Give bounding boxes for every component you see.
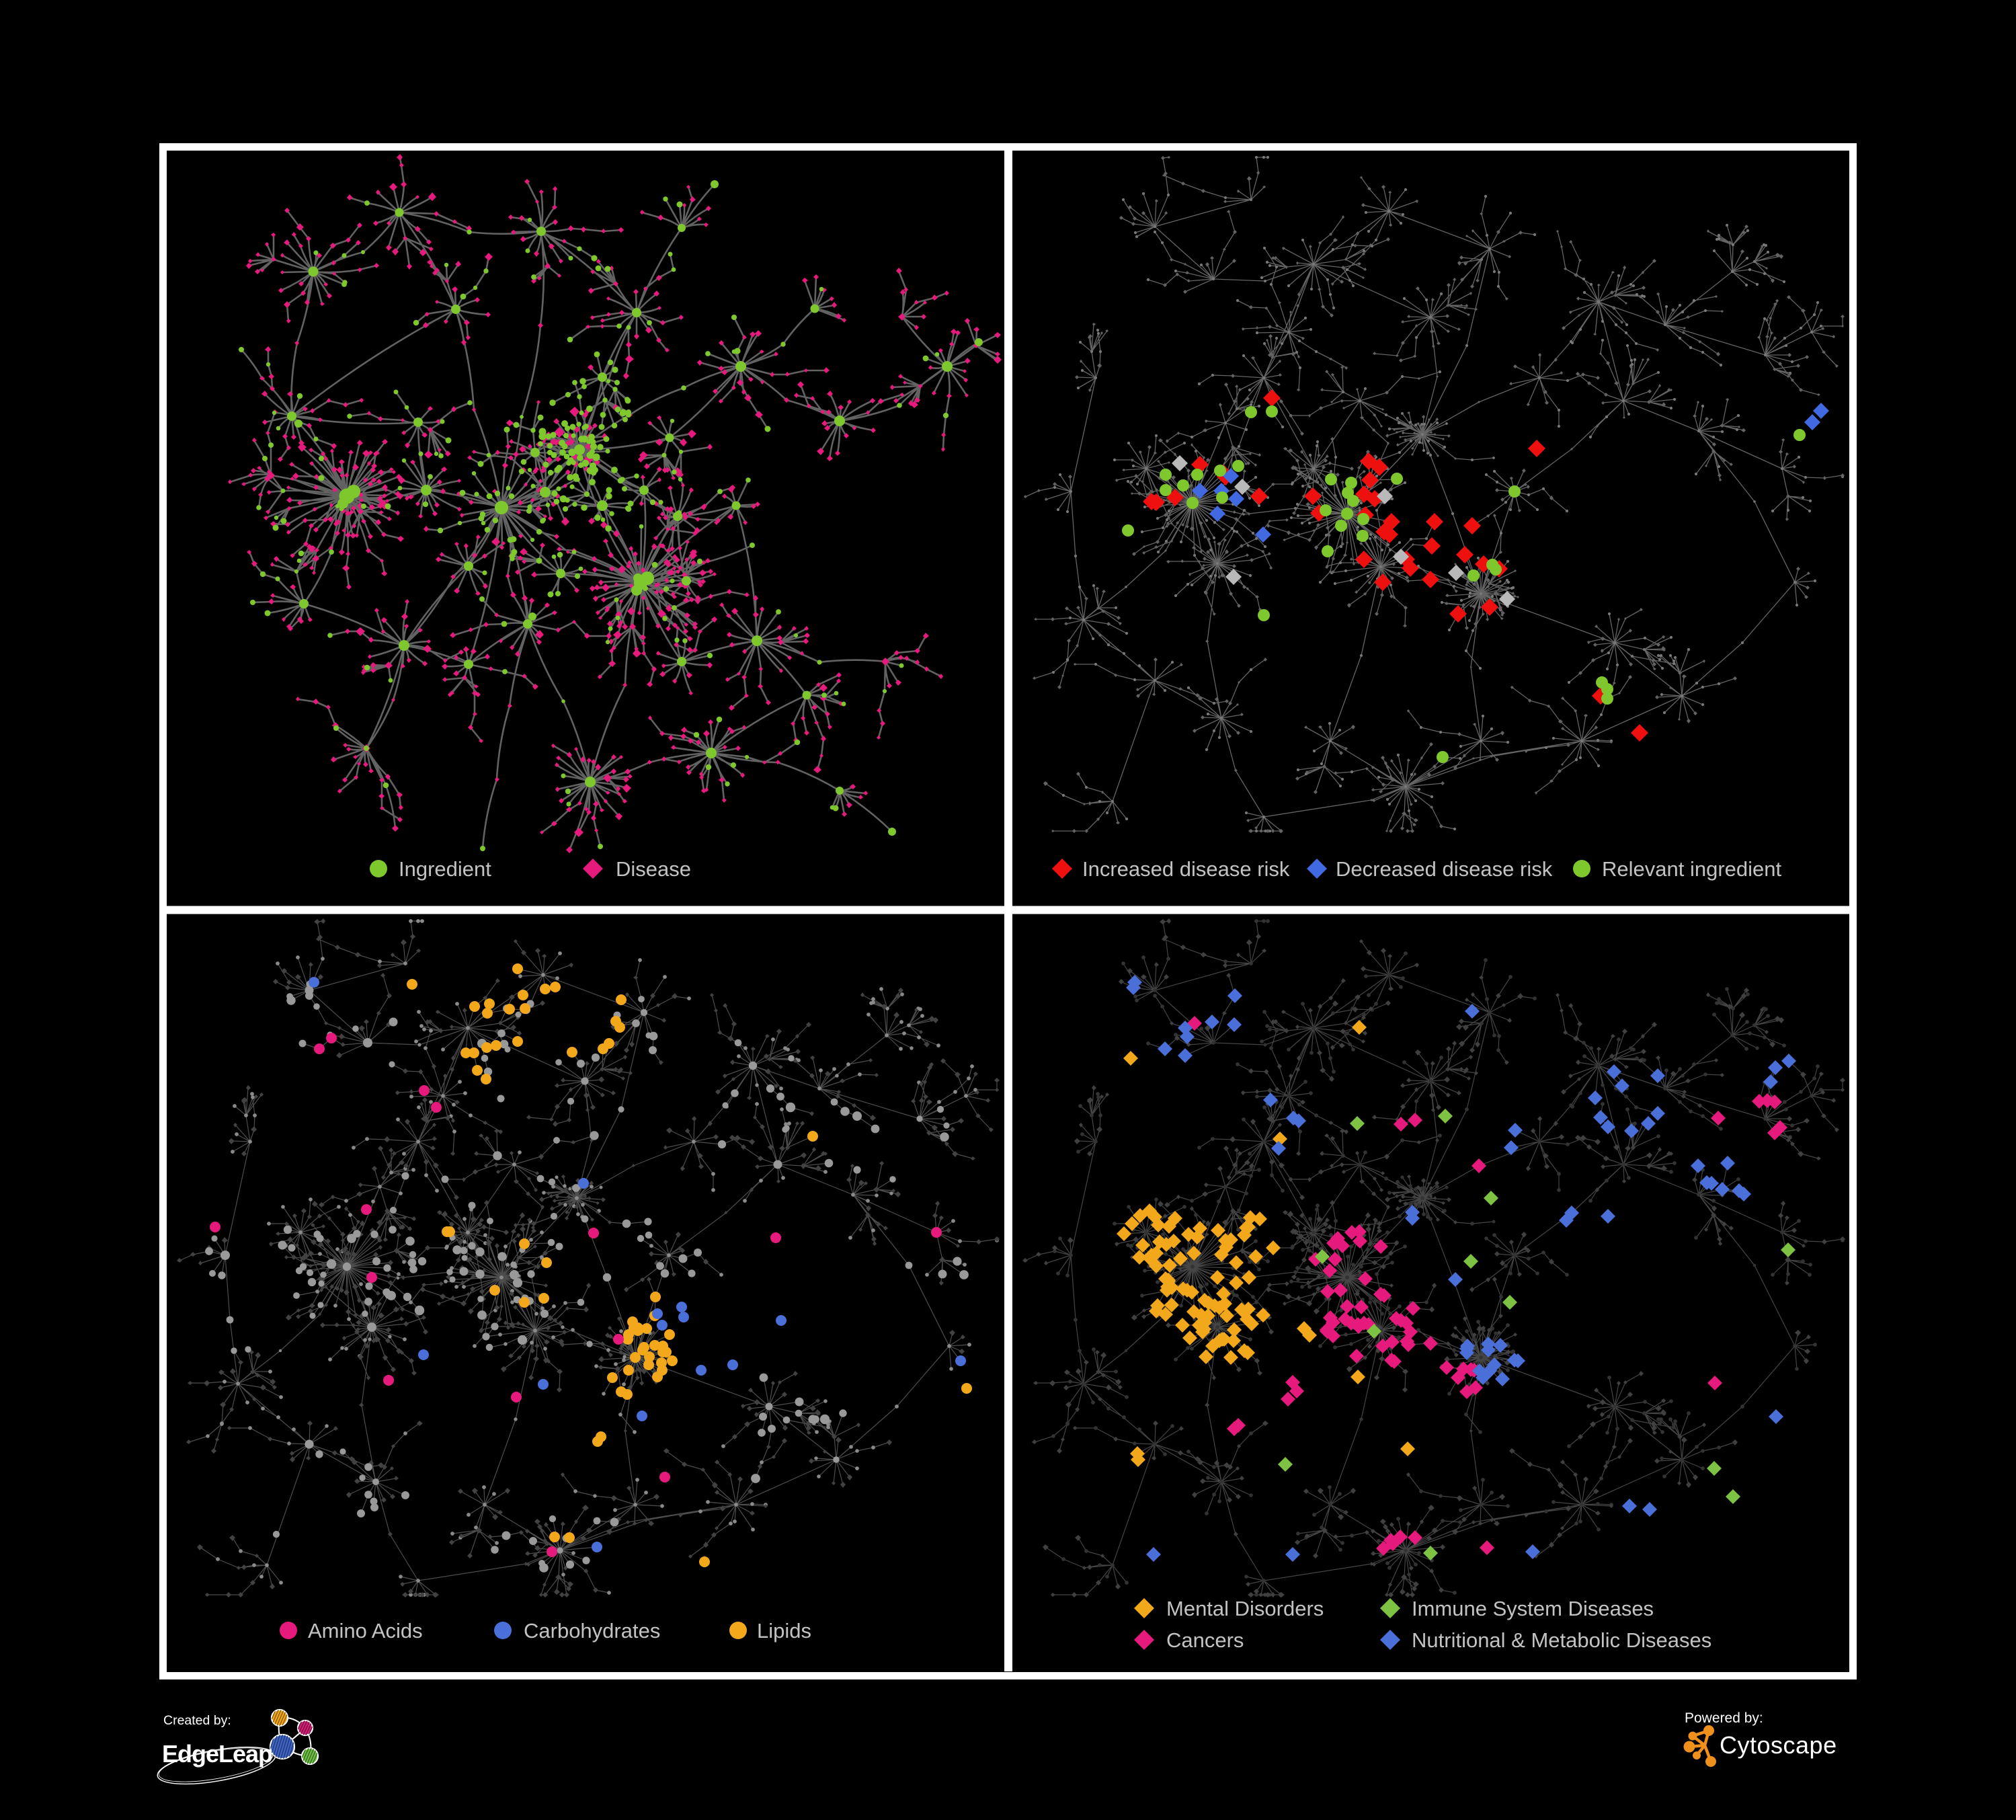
svg-text:Amino Acids: Amino Acids bbox=[308, 1619, 423, 1643]
svg-text:Mental Disorders: Mental Disorders bbox=[1166, 1597, 1324, 1620]
svg-text:Increased disease risk: Increased disease risk bbox=[1082, 857, 1290, 881]
svg-text:Decreased disease risk: Decreased disease risk bbox=[1336, 857, 1553, 881]
svg-text:Created by:: Created by: bbox=[163, 1713, 231, 1728]
svg-text:Immune System Diseases: Immune System Diseases bbox=[1412, 1597, 1654, 1620]
svg-text:Powered by:: Powered by: bbox=[1685, 1710, 1763, 1726]
svg-text:Disease: Disease bbox=[616, 857, 691, 881]
svg-text:Lipids: Lipids bbox=[757, 1619, 811, 1643]
svg-text:Carbohydrates: Carbohydrates bbox=[524, 1619, 660, 1643]
svg-text:Cytoscape: Cytoscape bbox=[1720, 1731, 1837, 1759]
svg-text:Ingredient: Ingredient bbox=[399, 857, 491, 881]
svg-text:Relevant ingredient: Relevant ingredient bbox=[1602, 857, 1782, 881]
svg-text:EdgeLeap: EdgeLeap bbox=[162, 1740, 272, 1768]
svg-text:Cancers: Cancers bbox=[1166, 1628, 1244, 1652]
svg-text:Nutritional & Metabolic Diseas: Nutritional & Metabolic Diseases bbox=[1412, 1628, 1711, 1652]
